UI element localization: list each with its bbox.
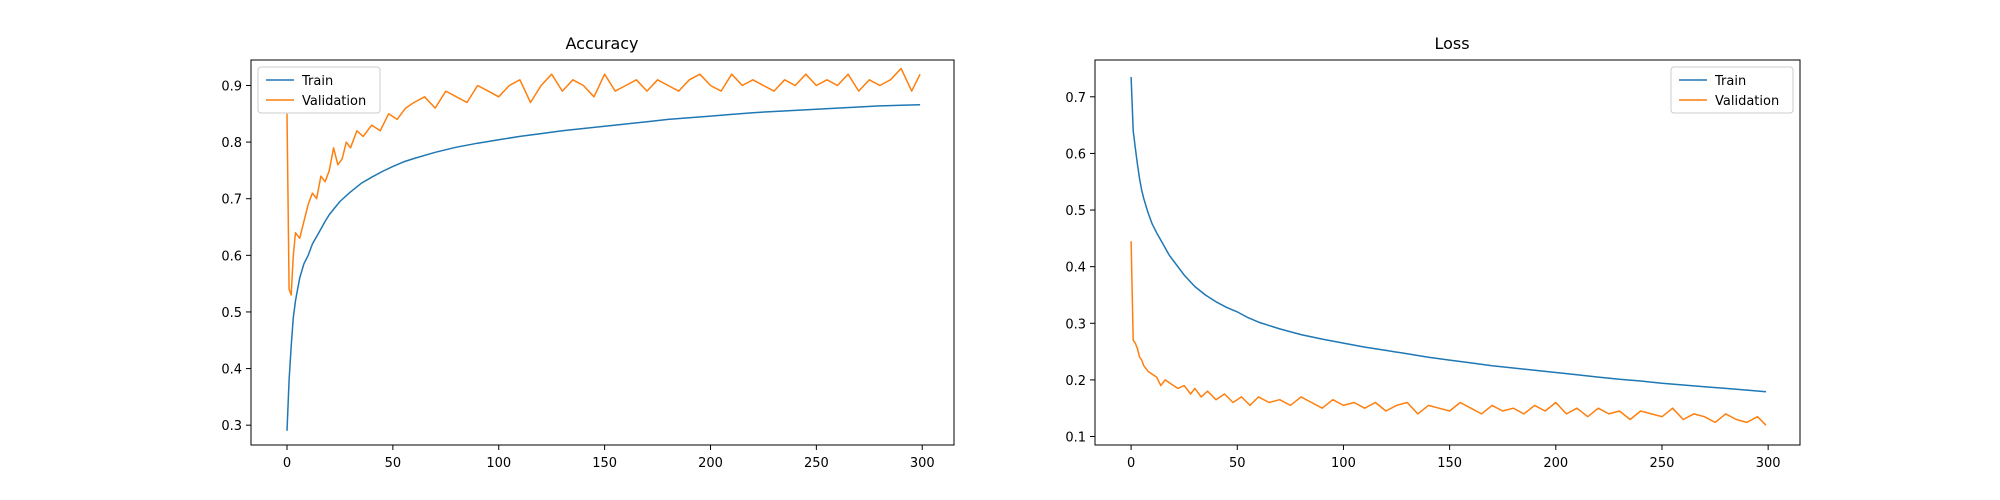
axes-frame-accuracy	[250, 59, 955, 446]
x-tick-label: 100	[1331, 456, 1356, 471]
x-tick-label: 200	[1543, 456, 1568, 471]
legend-label-validation: Validation	[1715, 94, 1779, 109]
chart-title-accuracy: Accuracy	[565, 34, 639, 53]
y-tick-label: 0.7	[221, 193, 242, 208]
y-tick-label: 0.4	[221, 363, 242, 378]
chart-accuracy: 0 50 100 150 200 250 300 0.3 0.4 0.5 0.6 0.7 0.8 0.9 T…	[221, 59, 955, 471]
legend-box	[1670, 66, 1794, 114]
axes-frame-loss	[1094, 59, 1801, 446]
x-tick-label: 250	[804, 456, 829, 471]
series-line-validation-accuracy	[286, 67, 921, 296]
legend-label-train: Train	[301, 74, 333, 89]
x-tick-label: 0	[283, 456, 291, 471]
y-tick-label: 0.3	[1065, 317, 1086, 332]
y-tick-label: 0.4	[1065, 261, 1086, 276]
x-tick-label: 100	[486, 456, 511, 471]
legend-accuracy: Train Validation	[257, 66, 381, 114]
x-tick-label: 150	[1437, 456, 1462, 471]
y-tick-label: 0.3	[221, 419, 242, 434]
y-tick-label: 0.6	[1065, 147, 1086, 162]
y-tick-label: 0.8	[221, 136, 242, 151]
legend-label-train: Train	[1714, 74, 1746, 89]
chart-loss: 0 50 100 150 200 250 300 0.1 0.2 0.3 0.4 0.5 0.6 0.7 T…	[1065, 59, 1801, 471]
x-tick-label: 300	[1756, 456, 1781, 471]
series-line-validation-loss	[1130, 241, 1767, 426]
x-tick-label: 300	[910, 456, 935, 471]
y-tick-label: 0.9	[221, 79, 242, 94]
series-line-train-accuracy	[286, 103, 921, 431]
y-tick-label: 0.5	[221, 306, 242, 321]
x-tick-label: 250	[1650, 456, 1675, 471]
x-tick-label: 200	[698, 456, 723, 471]
legend-label-validation: Validation	[302, 94, 366, 109]
y-tick-label: 0.2	[1065, 374, 1086, 389]
y-tick-label: 0.6	[221, 249, 242, 264]
legend-loss: Train Validation	[1670, 66, 1794, 114]
x-tick-label: 150	[592, 456, 617, 471]
y-tick-label: 0.5	[1065, 204, 1086, 219]
y-tick-label: 0.1	[1065, 431, 1086, 446]
x-tick-label: 50	[385, 456, 402, 471]
series-line-train-loss	[1130, 76, 1767, 393]
legend-box	[257, 66, 381, 114]
x-tick-label: 50	[1229, 456, 1246, 471]
x-tick-label: 0	[1127, 456, 1135, 471]
chart-title-loss: Loss	[1434, 34, 1470, 53]
y-tick-label: 0.7	[1065, 91, 1086, 106]
